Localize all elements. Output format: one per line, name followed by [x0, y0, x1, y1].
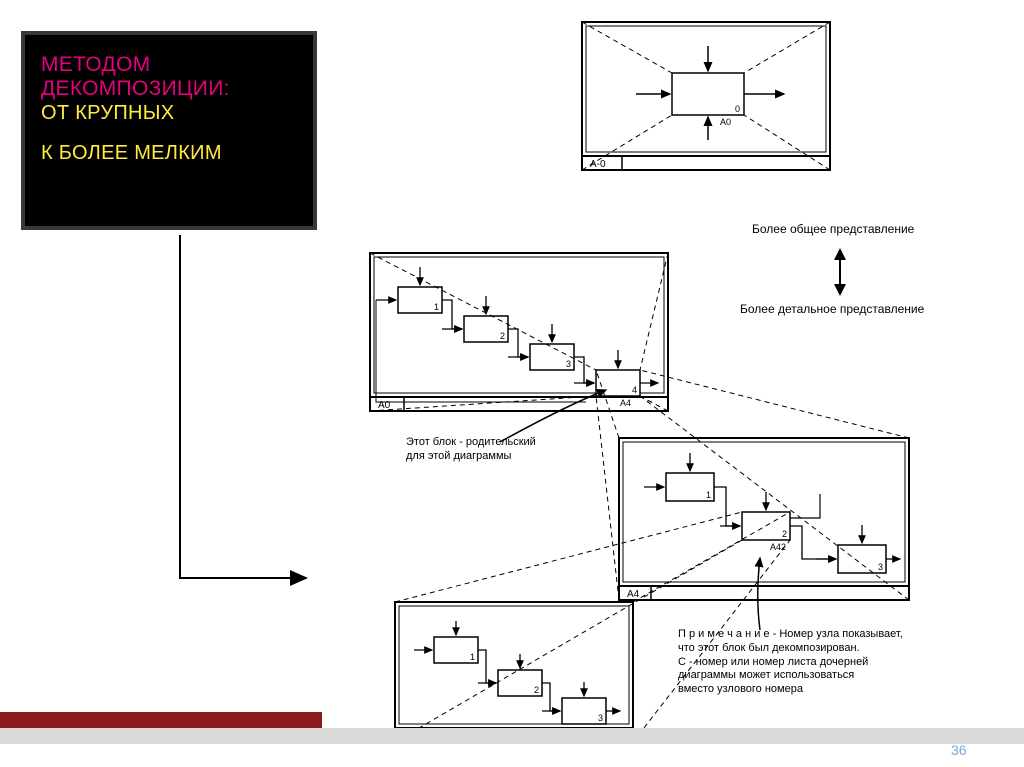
note-l5: вместо узлового номера — [678, 683, 988, 697]
svg-text:2: 2 — [500, 331, 505, 341]
frame-a4: A4 1 2 A42 3 — [619, 438, 909, 600]
caption-parent: Этот блок - родительский для этой диагра… — [406, 436, 536, 464]
general-detail-arrow — [834, 248, 846, 296]
footer-gray-bar — [0, 728, 1024, 744]
svg-text:4: 4 — [632, 385, 637, 395]
note-block: П р и м е ч а н и е - Номер узла показыв… — [678, 628, 988, 697]
svg-text:3: 3 — [598, 713, 603, 723]
note-l2: что этот блок был декомпозирован. — [678, 642, 988, 656]
svg-text:A42: A42 — [770, 542, 786, 552]
svg-text:2: 2 — [534, 685, 539, 695]
caption-parent-l2: для этой диаграммы — [406, 450, 536, 464]
svg-text:3: 3 — [878, 562, 883, 572]
caption-parent-l1: Этот блок - родительский — [406, 436, 536, 450]
panel-down-arrow — [180, 235, 306, 578]
frame-a-0: A-0 0 A0 — [582, 22, 830, 170]
page-number: 36 — [951, 742, 967, 758]
frame-a42: A42 123 — [395, 602, 633, 742]
f0-box-sub: A0 — [720, 117, 731, 127]
svg-text:3: 3 — [566, 359, 571, 369]
label-detail: Более детальное представление — [740, 302, 924, 317]
frame-a4-label: A4 — [627, 589, 640, 600]
note-l3: С - номер или номер листа дочерней — [678, 656, 988, 670]
frame-a0: A0 1234A4 — [370, 253, 668, 411]
f0-box-num: 0 — [735, 104, 740, 114]
svg-text:1: 1 — [706, 490, 711, 500]
label-general: Более общее представление — [752, 222, 914, 237]
note-l1: П р и м е ч а н и е - Номер узла показыв… — [678, 628, 988, 642]
svg-text:A4: A4 — [620, 398, 631, 408]
svg-text:2: 2 — [782, 529, 787, 539]
svg-text:1: 1 — [470, 652, 475, 662]
note-l4: диаграммы может использоваться — [678, 669, 988, 683]
svg-text:1: 1 — [434, 302, 439, 312]
footer-red-bar — [0, 712, 322, 728]
